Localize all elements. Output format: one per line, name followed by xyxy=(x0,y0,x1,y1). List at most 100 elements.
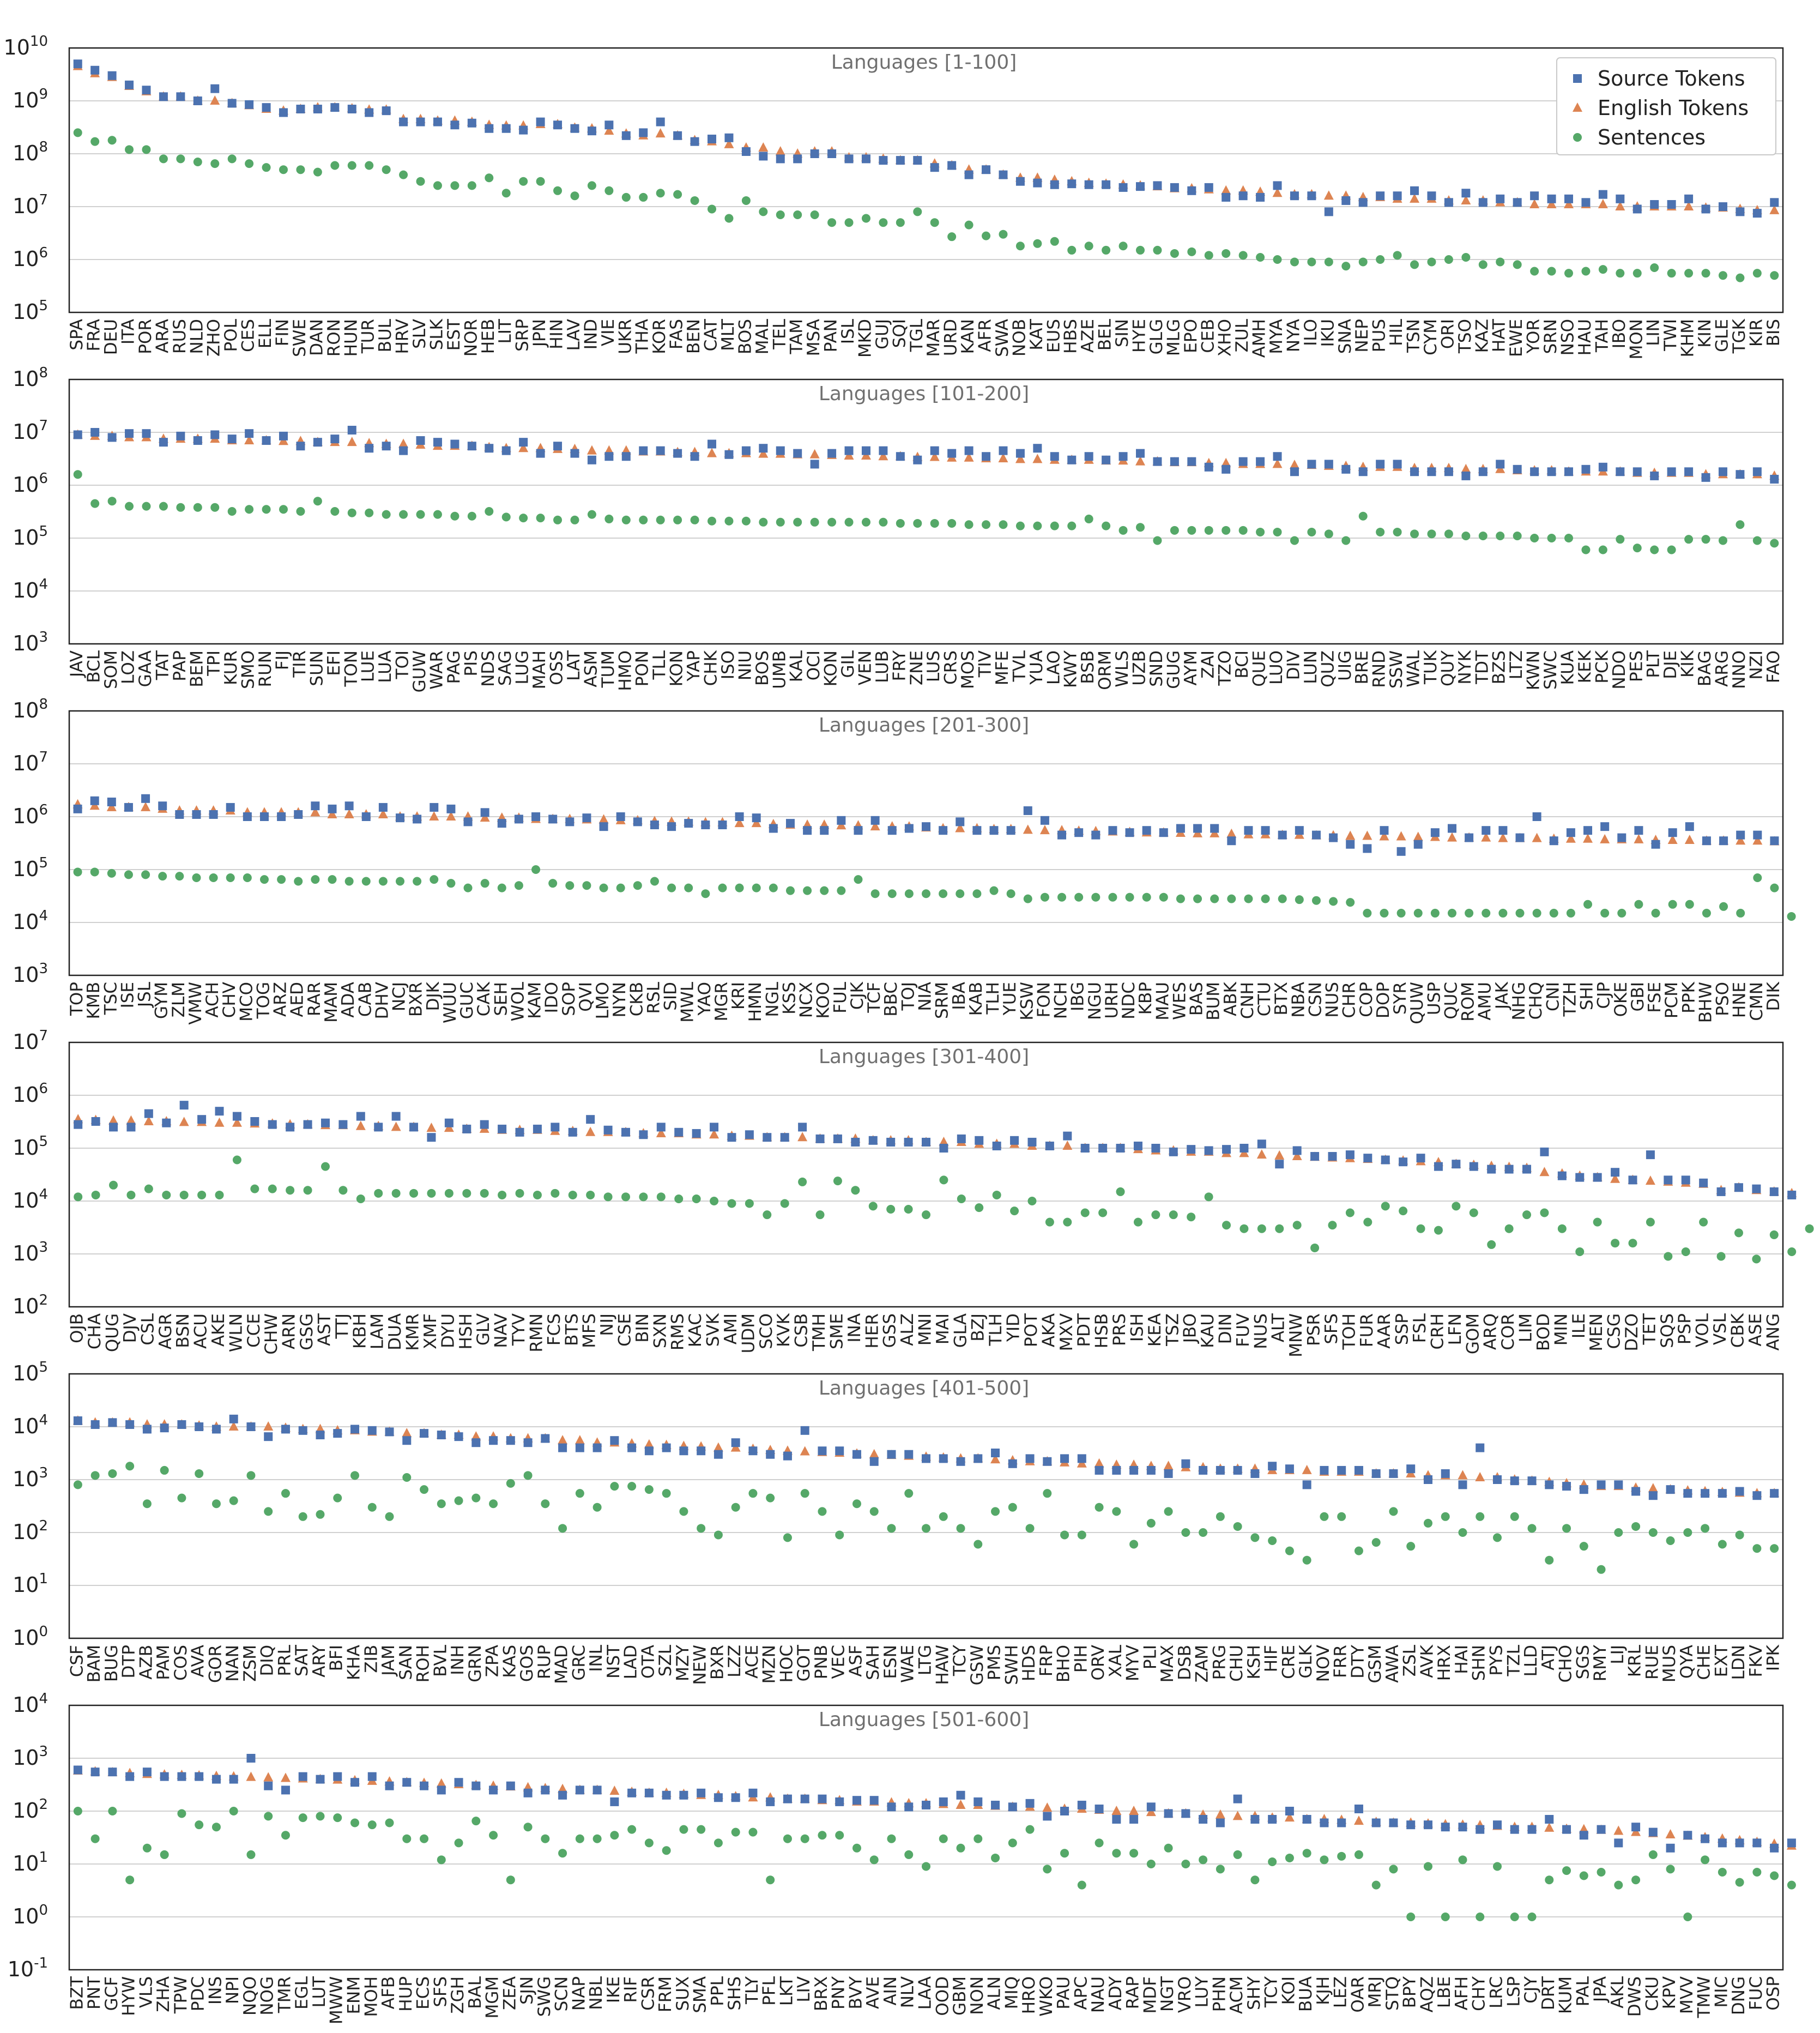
source-token-point xyxy=(1170,457,1179,466)
sentence-point xyxy=(344,877,354,886)
english-token-point xyxy=(644,1439,654,1449)
x-tick-label: IDO xyxy=(542,982,562,1013)
x-tick-label: QVI xyxy=(576,982,596,1012)
sentence-point xyxy=(197,1190,207,1199)
sentence-point xyxy=(673,515,682,524)
sentence-point xyxy=(1699,1217,1708,1227)
source-token-point xyxy=(1341,464,1351,474)
source-token-point xyxy=(887,826,897,835)
source-token-point xyxy=(604,120,614,130)
sentence-point xyxy=(974,1834,983,1843)
sentence-point xyxy=(1204,1192,1213,1202)
source-token-point xyxy=(413,815,422,824)
sentence-point xyxy=(833,1177,842,1186)
y-tick-label: 100 xyxy=(13,1902,48,1928)
source-token-point xyxy=(1239,1144,1249,1153)
x-tick-label: ISH xyxy=(1127,1313,1147,1342)
sentence-point xyxy=(450,181,459,190)
source-token-point xyxy=(1067,179,1077,189)
sentence-point xyxy=(1770,271,1779,280)
english-token-point xyxy=(1546,198,1557,208)
source-token-point xyxy=(333,1772,342,1781)
sentence-point xyxy=(1566,908,1575,918)
sentence-point xyxy=(800,1489,809,1498)
x-tick-label: LUG xyxy=(513,650,533,684)
x-tick-label: VMW xyxy=(186,982,205,1025)
source-token-point xyxy=(501,124,511,133)
source-token-point xyxy=(639,128,648,137)
english-token-point xyxy=(1481,832,1491,842)
x-tick-label: WAE xyxy=(898,1645,918,1683)
y-tick-label: 104 xyxy=(13,1691,48,1717)
sentence-point xyxy=(1735,1878,1744,1887)
source-token-point xyxy=(1416,1154,1425,1163)
source-token-point xyxy=(1562,1825,1571,1834)
sentence-point xyxy=(321,1162,330,1171)
x-tick-label: FSL xyxy=(1410,1313,1430,1343)
x-tick-label: CHO xyxy=(1556,1645,1576,1682)
source-token-point xyxy=(1579,1831,1588,1840)
source-token-point xyxy=(1324,460,1333,469)
x-tick-label: FUR xyxy=(1357,1313,1377,1347)
source-token-point xyxy=(1095,1465,1104,1475)
source-token-point xyxy=(627,1443,637,1452)
sentence-point xyxy=(316,1812,325,1821)
x-tick-label: DNG xyxy=(1729,1976,1749,2015)
source-token-point xyxy=(1216,1465,1225,1475)
english-token-point xyxy=(1447,832,1457,842)
x-tick-label: CKB xyxy=(627,982,646,1016)
source-token-point xyxy=(1077,1454,1086,1463)
source-token-point xyxy=(568,1127,577,1137)
sentence-point xyxy=(1363,908,1372,918)
sentence-point xyxy=(1581,545,1591,554)
x-tick-label: YUA xyxy=(1027,650,1047,685)
sentence-point xyxy=(1734,1228,1743,1238)
x-tick-label: PFL xyxy=(760,1976,779,2006)
source-token-point xyxy=(1681,1175,1690,1185)
source-token-point xyxy=(1376,460,1385,469)
source-token-point xyxy=(1129,1815,1139,1824)
sentence-point xyxy=(662,1489,671,1498)
source-token-point xyxy=(1540,1147,1549,1156)
x-tick-label: GRC xyxy=(569,1645,589,1681)
sentence-point xyxy=(1557,1224,1567,1233)
source-token-point xyxy=(667,822,676,831)
sentence-point xyxy=(1646,1217,1655,1227)
source-token-point xyxy=(1285,1464,1294,1474)
y-tick-label: 107 xyxy=(13,749,48,775)
x-tick-label: LMO xyxy=(593,982,613,1019)
source-token-point xyxy=(1043,1812,1052,1821)
source-token-point xyxy=(592,1785,602,1795)
sentence-point xyxy=(531,865,541,874)
source-token-point xyxy=(684,819,693,828)
x-tick-label: DSB xyxy=(1175,1645,1195,1680)
sentence-point xyxy=(330,507,340,516)
source-token-point xyxy=(759,152,768,161)
source-token-point xyxy=(90,428,100,437)
x-tick-label: MDF xyxy=(1140,1976,1160,2013)
x-tick-label: ASE xyxy=(1746,1313,1765,1346)
y-tick-label: 102 xyxy=(13,1518,48,1544)
sentence-point xyxy=(160,1850,169,1859)
legend-marker xyxy=(1573,102,1582,112)
x-tick-label: GOT xyxy=(794,1644,814,1681)
x-tick-label: NIJ xyxy=(597,1313,617,1336)
source-token-point xyxy=(1718,1838,1727,1848)
x-tick-label: RON xyxy=(324,319,344,357)
source-token-point xyxy=(939,1797,948,1806)
english-token-point xyxy=(391,1121,401,1131)
sentence-point xyxy=(433,510,442,519)
sentence-point xyxy=(714,1530,723,1540)
x-tick-label: KON xyxy=(821,650,841,686)
source-token-point xyxy=(1345,1150,1355,1160)
source-token-point xyxy=(1136,449,1145,458)
x-tick-label: IKE xyxy=(604,1976,624,2003)
source-token-point xyxy=(159,438,168,447)
sentence-point xyxy=(1396,908,1406,918)
source-token-point xyxy=(1389,1469,1398,1478)
source-token-point xyxy=(1701,1834,1710,1843)
x-tick-label: TLY xyxy=(742,1976,762,2005)
sentence-point xyxy=(922,1862,930,1871)
sentence-point xyxy=(714,1838,723,1848)
x-tick-label: VSL xyxy=(1710,1313,1730,1345)
